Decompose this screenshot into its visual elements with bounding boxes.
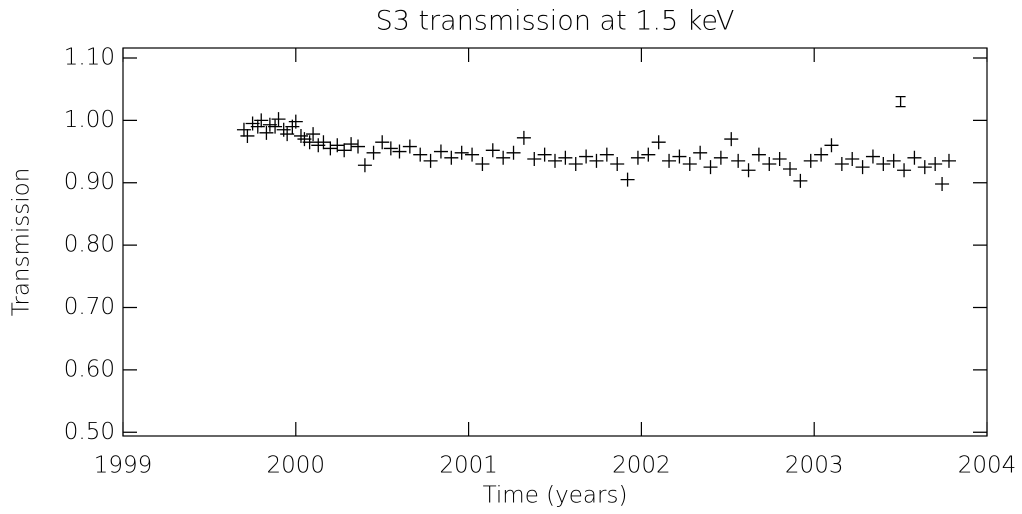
error-bar [895, 96, 906, 108]
data-point [599, 147, 614, 162]
data-point [751, 147, 766, 162]
data-point [344, 137, 359, 152]
data-point [402, 139, 417, 154]
y-tick-label: 1.00 [64, 107, 115, 133]
data-point [351, 139, 366, 154]
data-point [236, 122, 251, 137]
data-point [693, 145, 708, 160]
data-point [620, 172, 635, 187]
data-point [568, 157, 583, 172]
data-point [293, 128, 308, 143]
data-point [610, 157, 625, 172]
data-point [917, 160, 932, 175]
data-point [454, 145, 469, 160]
x-axis-label: Time (years) [483, 483, 628, 509]
data-point [731, 153, 746, 168]
data-point [579, 149, 594, 164]
data-point [306, 127, 321, 142]
y-axis-label: Transmission [9, 168, 35, 317]
data-point [793, 173, 808, 188]
data-point [433, 144, 448, 159]
data-point [413, 147, 428, 162]
data-point [672, 149, 687, 164]
data-point [250, 119, 265, 134]
data-point [783, 162, 798, 177]
data-point [527, 152, 542, 167]
data-point [741, 163, 756, 178]
data-point [254, 113, 269, 128]
data-point [357, 158, 372, 173]
data-point [240, 128, 255, 143]
data-point [366, 145, 381, 160]
data-point [548, 153, 562, 168]
data-point [537, 147, 552, 162]
x-tick-label: 1999 [94, 453, 153, 479]
data-point [280, 127, 295, 142]
data-point [662, 153, 677, 168]
data-point [383, 141, 398, 156]
x-tick-label: 2002 [612, 453, 671, 479]
data-point [845, 152, 860, 167]
data-point [496, 150, 511, 165]
data-point [516, 130, 531, 145]
x-tick-label: 2001 [439, 453, 498, 479]
data-point [651, 135, 666, 150]
data-point [772, 152, 787, 167]
data-point [392, 144, 407, 159]
data-point [928, 157, 943, 172]
data-point [834, 157, 849, 172]
y-tick-label: 1.10 [64, 44, 115, 70]
data-point [713, 150, 728, 165]
data-point [465, 147, 480, 162]
data-point [485, 143, 500, 158]
data-point [589, 153, 604, 168]
data-point [641, 147, 656, 162]
data-point [865, 149, 880, 164]
data-point [288, 114, 303, 129]
data-point [897, 163, 912, 178]
data-point [855, 160, 870, 175]
data-point [941, 153, 956, 168]
data-point [268, 119, 283, 134]
data-point [475, 157, 490, 172]
x-tick-label: 2003 [785, 453, 844, 479]
data-point [886, 153, 901, 168]
data-point [375, 135, 390, 150]
data-point [323, 141, 338, 156]
data-point [316, 135, 331, 150]
data-point [444, 150, 459, 165]
y-tick-label: 0.50 [64, 419, 115, 445]
chart-title: S3 transmission at 1.5 keV [376, 6, 735, 37]
y-tick-label: 0.60 [64, 356, 115, 382]
data-point [907, 150, 922, 165]
data-point [803, 153, 818, 168]
y-tick-label: 0.80 [64, 232, 115, 258]
data-point [558, 150, 573, 165]
data-point [814, 147, 829, 162]
data-point [724, 132, 739, 147]
data-point [876, 157, 891, 172]
data-point [682, 157, 697, 172]
x-tick-label: 2004 [958, 453, 1017, 479]
plot-frame [122, 47, 988, 437]
y-tick-label: 0.90 [64, 169, 115, 195]
data-point [824, 138, 839, 153]
data-point [271, 112, 286, 127]
data-point [703, 160, 718, 175]
data-point [423, 153, 438, 168]
y-tick-label: 0.70 [64, 294, 115, 320]
x-tick-label: 2000 [267, 453, 326, 479]
data-point [302, 135, 317, 150]
data-point [630, 150, 645, 165]
data-point [762, 157, 777, 172]
data-point [935, 176, 950, 191]
data-point [506, 145, 521, 160]
data-point [259, 125, 274, 140]
data-point [337, 143, 352, 158]
